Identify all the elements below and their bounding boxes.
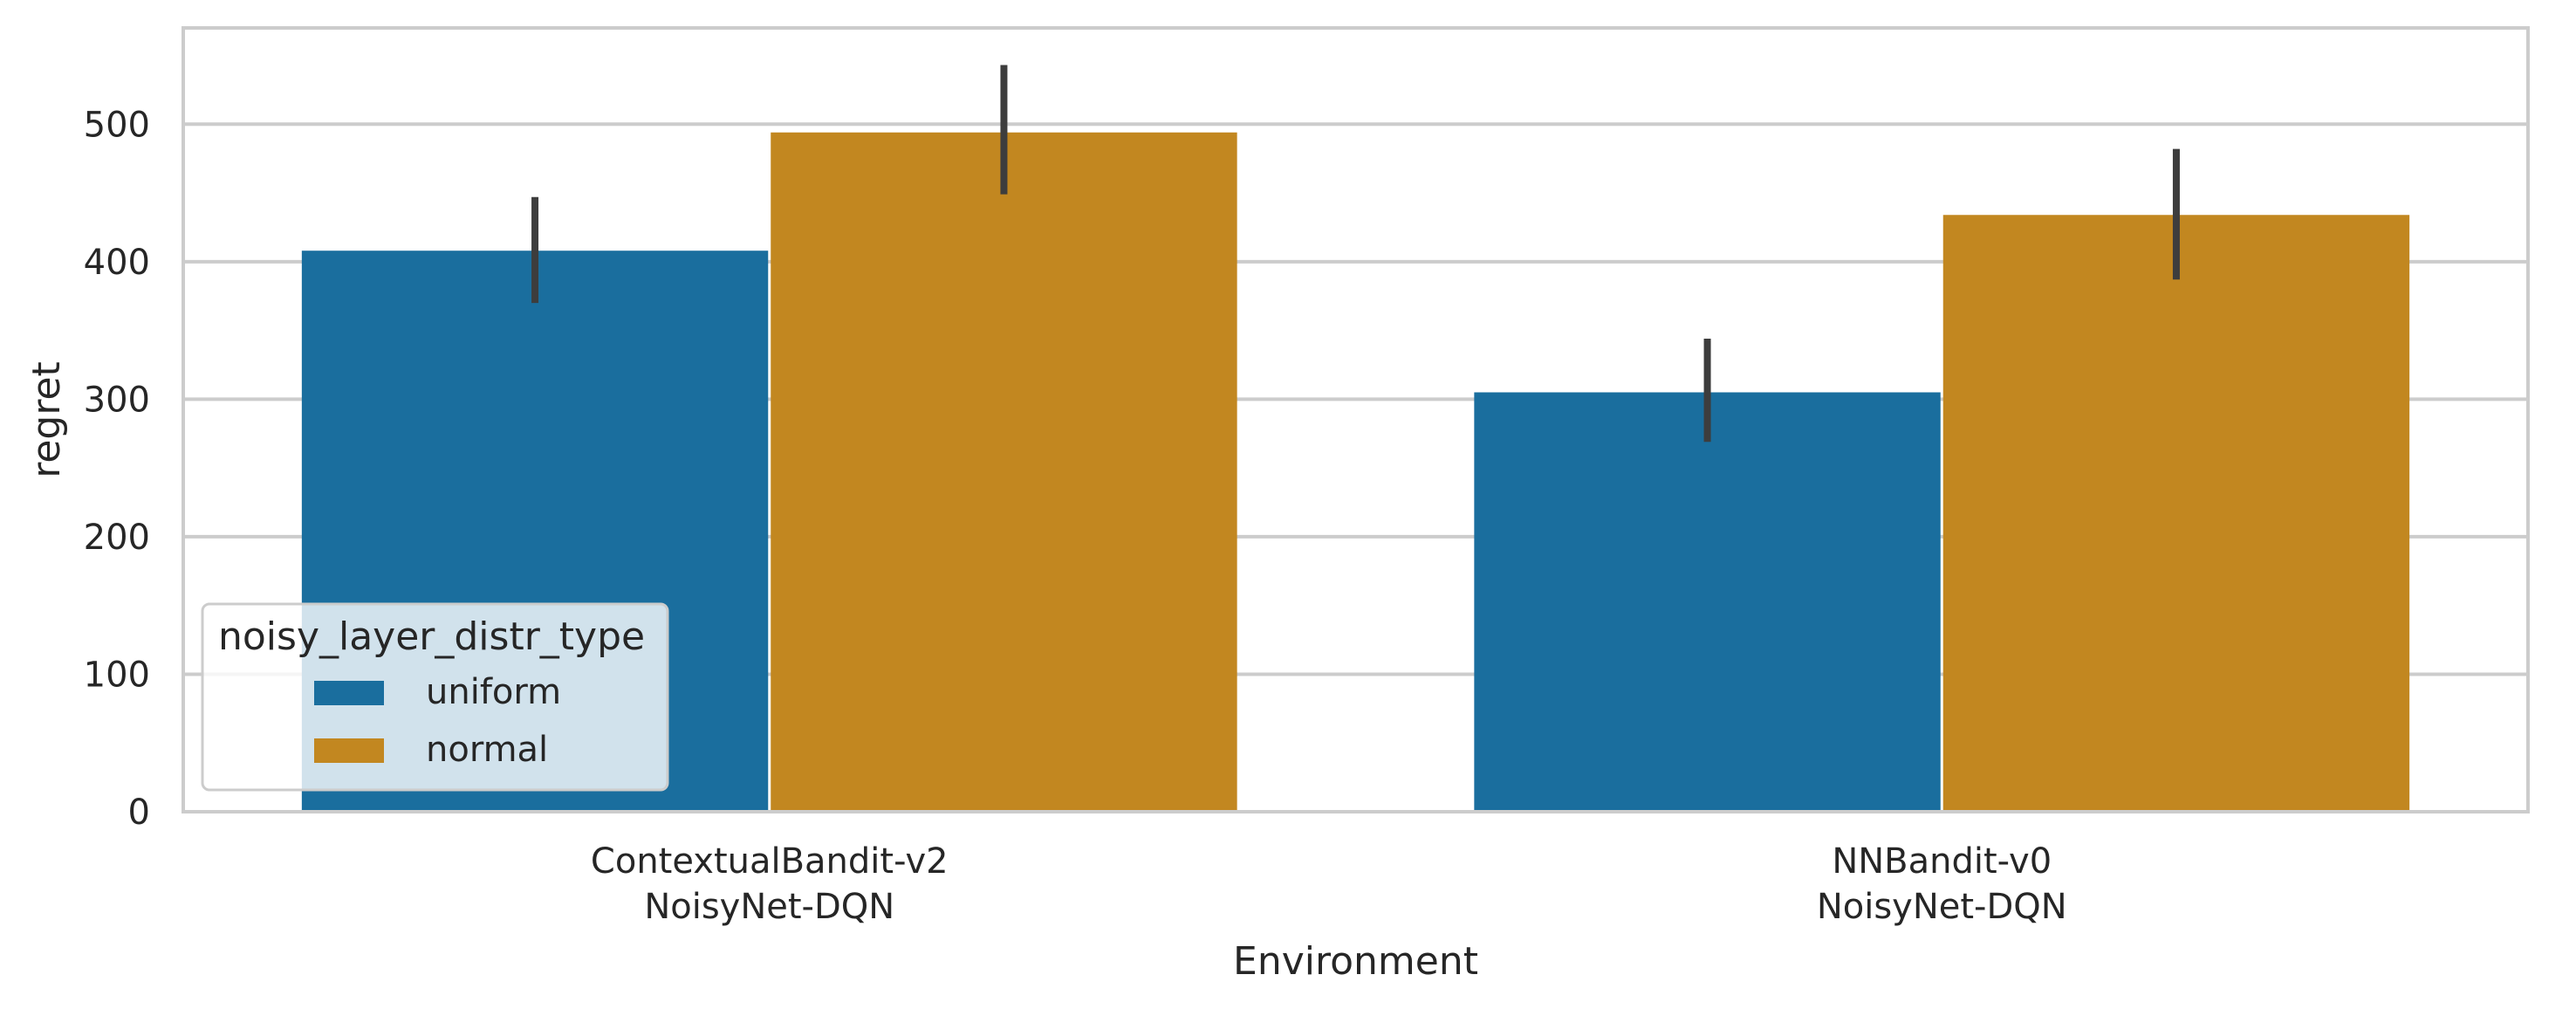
y-tick-label: 200	[84, 518, 150, 558]
plot-frame	[182, 26, 2530, 813]
x-tick-labels: ContextualBandit-v2 NoisyNet-DQN NNBandit-…	[591, 841, 2067, 927]
y-tick-label: 0	[128, 793, 150, 833]
legend-label-normal: normal	[426, 730, 548, 770]
bars	[301, 132, 2410, 812]
legend: noisy_layer_distr_type uniform normal	[201, 602, 669, 792]
y-tick-label: 300	[84, 380, 150, 420]
legend-title: noisy_layer_distr_type	[218, 614, 645, 659]
error-bars	[531, 65, 2180, 443]
legend-items: uniform normal	[314, 672, 561, 770]
x-axis-label: Environment	[1233, 939, 1478, 984]
legend-swatch-uniform	[314, 681, 384, 705]
bar-uniform	[1474, 392, 1941, 812]
x-tick-label: ContextualBandit-v2 NoisyNet-DQN	[591, 841, 949, 927]
bar-normal	[1942, 215, 2410, 812]
y-tick-label: 500	[84, 105, 150, 145]
legend-label-uniform: uniform	[426, 672, 561, 712]
y-axis-label: regret	[24, 361, 69, 478]
bar-normal	[771, 132, 1237, 812]
legend-swatch-normal	[314, 738, 384, 763]
y-tick-label: 100	[84, 655, 150, 695]
y-tick-labels: 0 100 200 300 400 500	[84, 105, 150, 833]
x-tick-label: NNBandit-v0 NoisyNet-DQN	[1817, 841, 2067, 927]
y-tick-label: 400	[84, 243, 150, 283]
